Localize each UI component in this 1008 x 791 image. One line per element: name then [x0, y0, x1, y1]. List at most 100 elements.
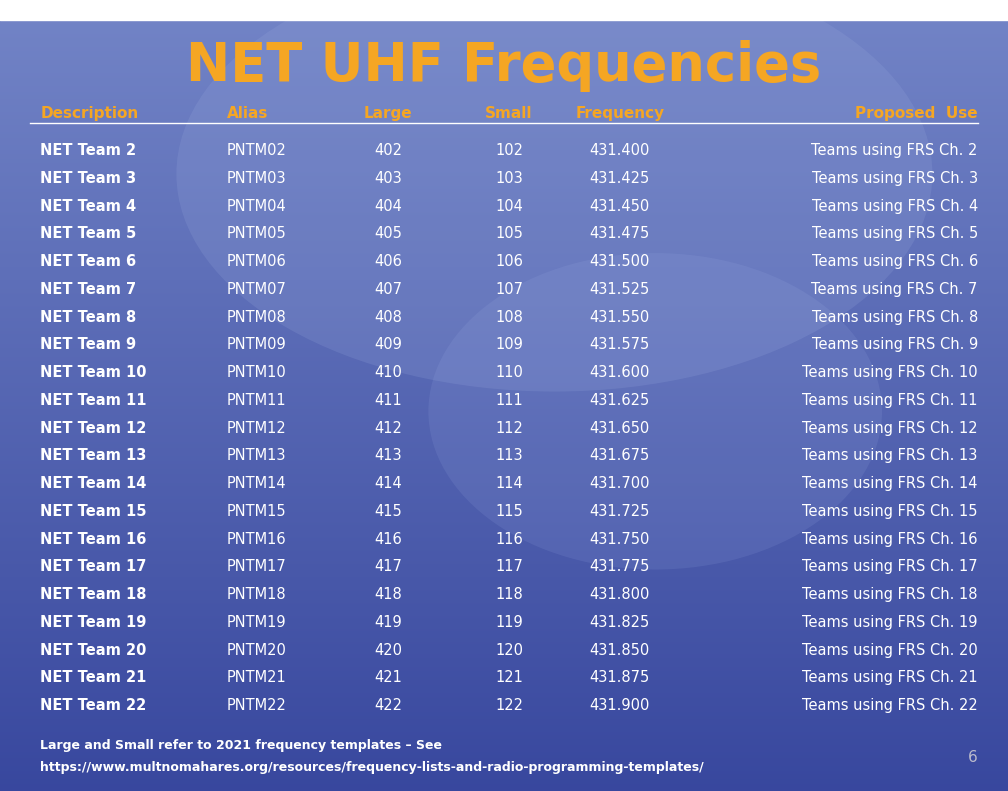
- Text: NET Team 20: NET Team 20: [40, 643, 147, 657]
- Text: 412: 412: [374, 421, 402, 436]
- Text: Proposed  Use: Proposed Use: [855, 107, 978, 121]
- Text: PNTM12: PNTM12: [227, 421, 286, 436]
- Text: NET Team 4: NET Team 4: [40, 199, 136, 214]
- Text: 111: 111: [495, 393, 523, 408]
- Text: 114: 114: [495, 476, 523, 491]
- Text: PNTM03: PNTM03: [227, 171, 286, 186]
- Text: PNTM22: PNTM22: [227, 698, 286, 713]
- Text: Teams using FRS Ch. 10: Teams using FRS Ch. 10: [802, 365, 978, 380]
- Text: 409: 409: [374, 337, 402, 352]
- Text: Teams using FRS Ch. 22: Teams using FRS Ch. 22: [802, 698, 978, 713]
- Text: 404: 404: [374, 199, 402, 214]
- Text: Teams using FRS Ch. 3: Teams using FRS Ch. 3: [811, 171, 978, 186]
- Text: NET Team 8: NET Team 8: [40, 309, 136, 324]
- Text: Teams using FRS Ch. 19: Teams using FRS Ch. 19: [802, 615, 978, 630]
- Text: NET Team 7: NET Team 7: [40, 282, 136, 297]
- Text: PNTM21: PNTM21: [227, 671, 286, 686]
- Text: 104: 104: [495, 199, 523, 214]
- Text: NET Team 2: NET Team 2: [40, 143, 136, 158]
- Text: 108: 108: [495, 309, 523, 324]
- Text: 411: 411: [374, 393, 402, 408]
- Text: 103: 103: [495, 171, 523, 186]
- Text: Teams using FRS Ch. 11: Teams using FRS Ch. 11: [802, 393, 978, 408]
- Text: 431.675: 431.675: [590, 448, 650, 464]
- Text: 106: 106: [495, 254, 523, 269]
- Text: 405: 405: [374, 226, 402, 241]
- Text: 414: 414: [374, 476, 402, 491]
- Text: 431.625: 431.625: [590, 393, 650, 408]
- Text: Teams using FRS Ch. 5: Teams using FRS Ch. 5: [811, 226, 978, 241]
- Text: PNTM13: PNTM13: [227, 448, 286, 464]
- Text: Teams using FRS Ch. 14: Teams using FRS Ch. 14: [802, 476, 978, 491]
- Text: NET Team 19: NET Team 19: [40, 615, 147, 630]
- Text: 119: 119: [495, 615, 523, 630]
- Text: PNTM11: PNTM11: [227, 393, 286, 408]
- Text: 420: 420: [374, 643, 402, 657]
- Text: NET Team 14: NET Team 14: [40, 476, 147, 491]
- Text: NET Team 6: NET Team 6: [40, 254, 136, 269]
- Text: 416: 416: [374, 532, 402, 547]
- Ellipse shape: [428, 253, 882, 570]
- Text: 431.450: 431.450: [590, 199, 650, 214]
- Text: PNTM06: PNTM06: [227, 254, 286, 269]
- Text: Large and Small refer to 2021 frequency templates – See: Large and Small refer to 2021 frequency …: [40, 739, 443, 751]
- Text: PNTM02: PNTM02: [227, 143, 286, 158]
- Text: PNTM19: PNTM19: [227, 615, 286, 630]
- Text: 421: 421: [374, 671, 402, 686]
- Text: https://www.multnomahares.org/resources/frequency-lists-and-radio-programming-te: https://www.multnomahares.org/resources/…: [40, 761, 704, 774]
- Text: Teams using FRS Ch. 9: Teams using FRS Ch. 9: [811, 337, 978, 352]
- Text: Small: Small: [485, 107, 533, 121]
- Text: 431.475: 431.475: [590, 226, 650, 241]
- Text: NET Team 21: NET Team 21: [40, 671, 147, 686]
- Text: 407: 407: [374, 282, 402, 297]
- Text: 431.800: 431.800: [590, 587, 650, 602]
- Text: PNTM17: PNTM17: [227, 559, 286, 574]
- Text: 403: 403: [374, 171, 402, 186]
- Text: 115: 115: [495, 504, 523, 519]
- Ellipse shape: [176, 0, 932, 392]
- Text: NET UHF Frequencies: NET UHF Frequencies: [186, 40, 822, 93]
- Text: NET Team 11: NET Team 11: [40, 393, 147, 408]
- Text: Teams using FRS Ch. 12: Teams using FRS Ch. 12: [802, 421, 978, 436]
- Text: PNTM14: PNTM14: [227, 476, 286, 491]
- Text: PNTM05: PNTM05: [227, 226, 286, 241]
- Text: 431.725: 431.725: [590, 504, 650, 519]
- Text: 431.575: 431.575: [590, 337, 650, 352]
- Text: NET Team 17: NET Team 17: [40, 559, 147, 574]
- Text: Teams using FRS Ch. 15: Teams using FRS Ch. 15: [802, 504, 978, 519]
- Text: Description: Description: [40, 107, 138, 121]
- Text: 120: 120: [495, 643, 523, 657]
- Text: 431.400: 431.400: [590, 143, 650, 158]
- Text: 413: 413: [374, 448, 402, 464]
- Text: 406: 406: [374, 254, 402, 269]
- Text: Alias: Alias: [227, 107, 268, 121]
- Text: 431.775: 431.775: [590, 559, 650, 574]
- Text: 107: 107: [495, 282, 523, 297]
- Text: NET Team 16: NET Team 16: [40, 532, 147, 547]
- Text: 431.850: 431.850: [590, 643, 650, 657]
- Text: 418: 418: [374, 587, 402, 602]
- Text: 431.900: 431.900: [590, 698, 650, 713]
- Text: PNTM04: PNTM04: [227, 199, 286, 214]
- Text: Teams using FRS Ch. 13: Teams using FRS Ch. 13: [802, 448, 978, 464]
- Text: PNTM16: PNTM16: [227, 532, 286, 547]
- Text: Teams using FRS Ch. 7: Teams using FRS Ch. 7: [811, 282, 978, 297]
- Text: Large: Large: [364, 107, 412, 121]
- Text: 431.500: 431.500: [590, 254, 650, 269]
- Text: 113: 113: [495, 448, 523, 464]
- Text: PNTM08: PNTM08: [227, 309, 286, 324]
- Text: 109: 109: [495, 337, 523, 352]
- Text: 102: 102: [495, 143, 523, 158]
- Text: PNTM09: PNTM09: [227, 337, 286, 352]
- Text: 431.425: 431.425: [590, 171, 650, 186]
- Text: NET Team 12: NET Team 12: [40, 421, 147, 436]
- Text: NET Team 3: NET Team 3: [40, 171, 136, 186]
- Text: 118: 118: [495, 587, 523, 602]
- Text: 431.875: 431.875: [590, 671, 650, 686]
- Text: 431.600: 431.600: [590, 365, 650, 380]
- Text: 6: 6: [968, 751, 978, 765]
- Text: PNTM15: PNTM15: [227, 504, 286, 519]
- Text: 422: 422: [374, 698, 402, 713]
- Text: NET Team 15: NET Team 15: [40, 504, 147, 519]
- Text: 431.650: 431.650: [590, 421, 650, 436]
